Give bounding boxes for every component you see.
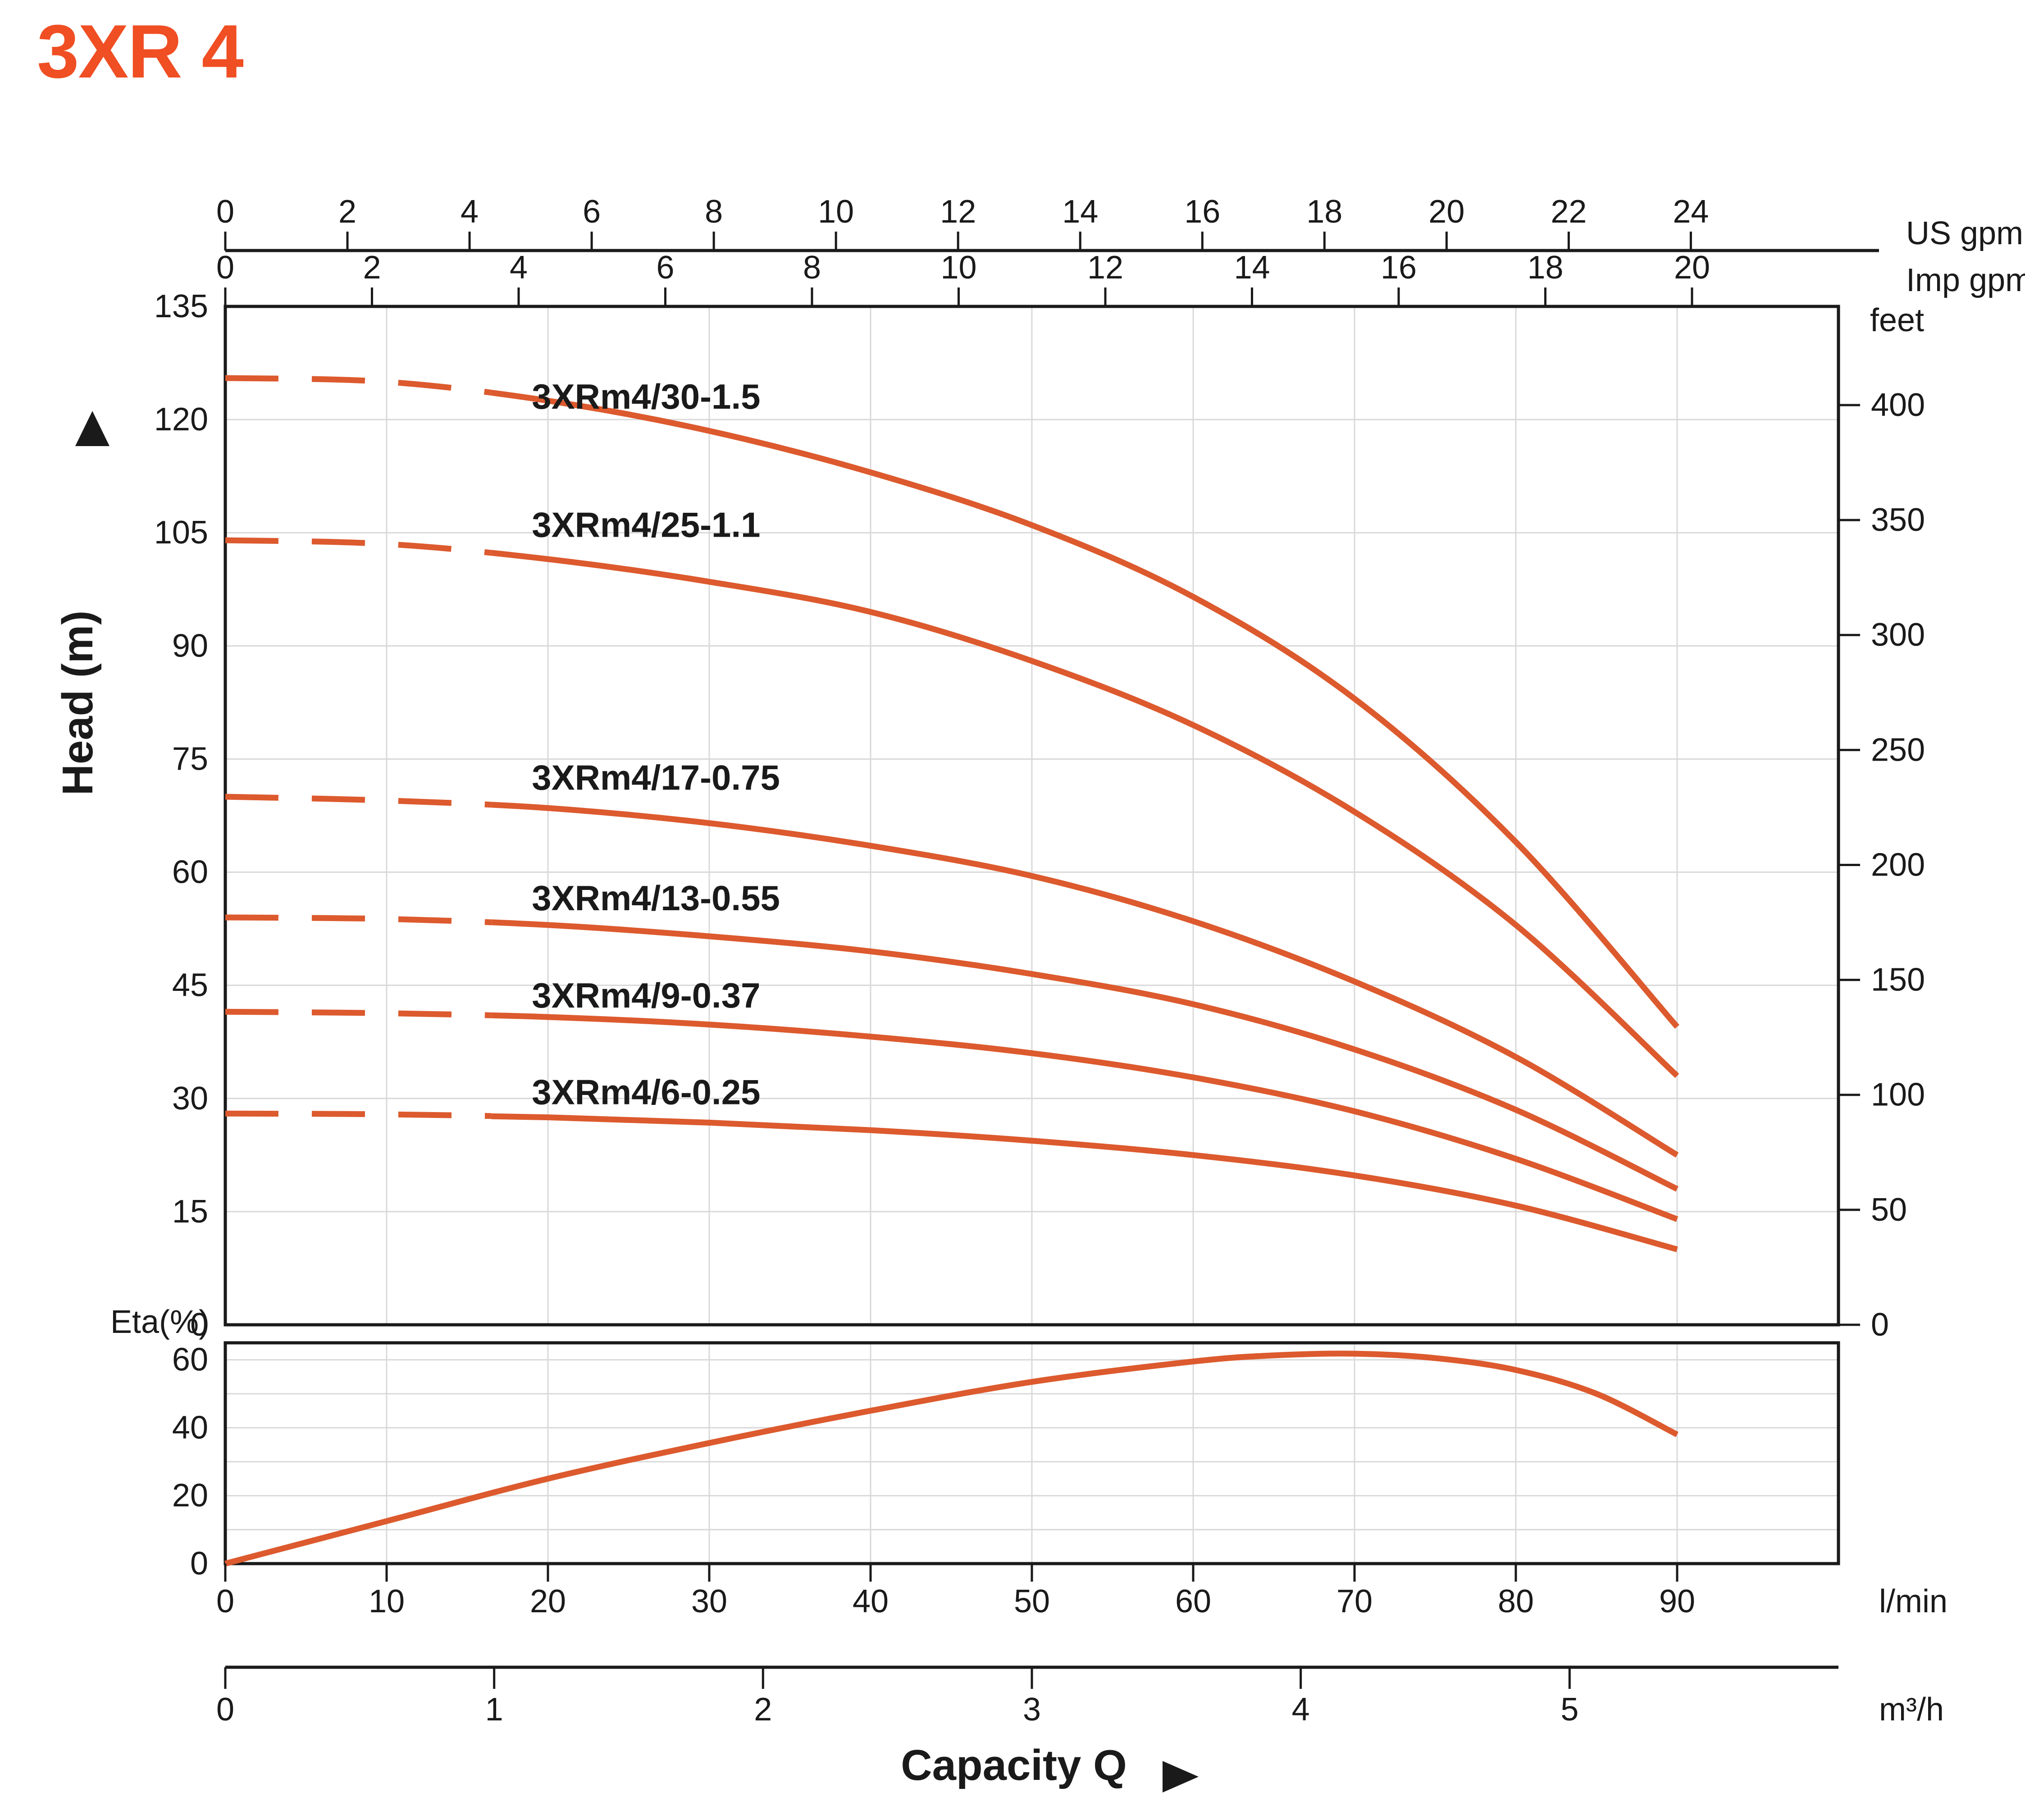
- head-m-tick-label: 75: [172, 741, 208, 777]
- lmin-unit-label: l/min: [1879, 1583, 1947, 1619]
- imp-gpm-tick-label: 4: [510, 250, 528, 286]
- imp-gpm-tick-label: 12: [1087, 250, 1123, 286]
- eta-tick-label: 40: [172, 1409, 208, 1446]
- eta-axis-caption: Eta(%): [110, 1304, 210, 1340]
- us-gpm-tick-label: 10: [818, 194, 854, 230]
- us-gpm-tick-label: 24: [1673, 194, 1709, 230]
- head-m-tick-label: 0: [190, 1307, 208, 1343]
- lmin-tick-label: 70: [1336, 1583, 1373, 1619]
- m3h-tick-label: 1: [485, 1692, 503, 1728]
- feet-tick-label: 350: [1871, 502, 1925, 538]
- head-axis-caption: Head (m): [54, 611, 102, 796]
- feet-tick-label: 400: [1871, 387, 1925, 423]
- imp-gpm-tick-label: 16: [1381, 250, 1417, 286]
- feet-tick-label: 100: [1871, 1077, 1925, 1113]
- us-gpm-tick-label: 20: [1428, 194, 1464, 230]
- head-curve: [491, 1113, 1678, 1252]
- curve-label: 3XRm4/17-0.75: [532, 757, 780, 797]
- head-m-tick-label: 45: [172, 967, 208, 1004]
- lmin-tick-label: 20: [530, 1583, 566, 1619]
- us-gpm-tick-label: 14: [1062, 194, 1098, 230]
- eta-tick-label: 60: [172, 1342, 208, 1378]
- curve-label: 3XRm4/13-0.55: [532, 878, 780, 918]
- head-curve-dashed: [225, 375, 492, 396]
- lmin-tick-label: 90: [1659, 1583, 1695, 1619]
- m3h-tick-label: 4: [1292, 1692, 1310, 1728]
- m3h-unit-label: m³/h: [1879, 1692, 1944, 1728]
- imp-gpm-tick-label: 0: [216, 250, 234, 286]
- imp-gpm-tick-label: 6: [656, 250, 674, 286]
- feet-tick-label: 0: [1871, 1307, 1889, 1343]
- lmin-tick-label: 50: [1014, 1583, 1050, 1619]
- head-curve: [491, 802, 1679, 1158]
- feet-tick-label: 150: [1871, 962, 1925, 998]
- head-curve-dashed: [225, 794, 492, 808]
- imp-gpm-unit-label: Imp gpm: [1906, 262, 2025, 298]
- imp-gpm-tick-label: 20: [1674, 250, 1710, 286]
- page-title: 3XR 4: [37, 9, 244, 94]
- eta-curve: [224, 1350, 1678, 1567]
- imp-gpm-tick-label: 2: [363, 250, 381, 286]
- head-curve-dashed: [225, 537, 492, 556]
- head-m-tick-label: 120: [154, 401, 208, 438]
- right-arrow-icon: [1163, 1761, 1199, 1793]
- us-gpm-tick-label: 2: [338, 194, 356, 230]
- us-gpm-tick-label: 16: [1184, 194, 1220, 230]
- us-gpm-tick-label: 12: [940, 194, 976, 230]
- head-curve-dashed: [225, 914, 492, 926]
- head-m-tick-label: 90: [172, 628, 208, 664]
- us-gpm-tick-label: 18: [1306, 194, 1342, 230]
- curve-label: 3XRm4/30-1.5: [532, 377, 760, 416]
- head-panel-frame: [223, 305, 1840, 1327]
- feet-unit-label: feet: [1870, 302, 1924, 338]
- head-curve: [491, 550, 1679, 1078]
- imp-gpm-tick-label: 18: [1527, 250, 1563, 286]
- m3h-tick-label: 2: [754, 1692, 772, 1728]
- lmin-tick-label: 80: [1498, 1583, 1534, 1619]
- feet-tick-label: 250: [1871, 732, 1925, 768]
- us-gpm-tick-label: 6: [583, 194, 601, 230]
- eta-tick-label: 20: [172, 1478, 208, 1514]
- lmin-tick-label: 40: [853, 1583, 889, 1619]
- lmin-tick-label: 60: [1175, 1583, 1211, 1619]
- lmin-tick-label: 0: [216, 1583, 234, 1619]
- feet-tick-label: 50: [1871, 1192, 1907, 1228]
- imp-gpm-tick-label: 8: [803, 250, 821, 286]
- m3h-tick-label: 3: [1023, 1692, 1041, 1728]
- head-m-tick-label: 30: [172, 1081, 208, 1117]
- m3h-tick-label: 0: [216, 1692, 234, 1728]
- us-gpm-unit-label: US gpm: [1906, 215, 2023, 251]
- capacity-axis-caption: Capacity Q: [901, 1741, 1127, 1789]
- curve-label: 3XRm4/6-0.25: [532, 1072, 760, 1112]
- us-gpm-tick-label: 0: [216, 194, 234, 230]
- curve-label: 3XRm4/9-0.37: [532, 976, 760, 1015]
- curve-label: 3XRm4/25-1.1: [532, 505, 760, 544]
- us-gpm-tick-label: 22: [1551, 194, 1587, 230]
- head-curve: [491, 1012, 1678, 1222]
- us-gpm-tick-label: 8: [705, 194, 723, 230]
- up-arrow-icon: [75, 411, 109, 446]
- imp-gpm-tick-label: 14: [1234, 250, 1270, 286]
- lmin-tick-label: 10: [369, 1583, 405, 1619]
- head-m-tick-label: 60: [172, 854, 208, 890]
- m3h-tick-label: 5: [1560, 1692, 1578, 1728]
- head-m-tick-label: 105: [154, 515, 208, 551]
- eta-tick-label: 0: [190, 1546, 208, 1582]
- head-curve: [491, 389, 1679, 1029]
- head-m-tick-label: 15: [172, 1194, 208, 1230]
- us-gpm-tick-label: 4: [461, 194, 479, 230]
- head-curve: [491, 919, 1678, 1192]
- feet-tick-label: 200: [1871, 847, 1925, 883]
- feet-tick-label: 300: [1871, 617, 1925, 653]
- lmin-tick-label: 30: [691, 1583, 727, 1619]
- imp-gpm-tick-label: 10: [940, 250, 976, 286]
- head-m-tick-label: 135: [154, 288, 208, 324]
